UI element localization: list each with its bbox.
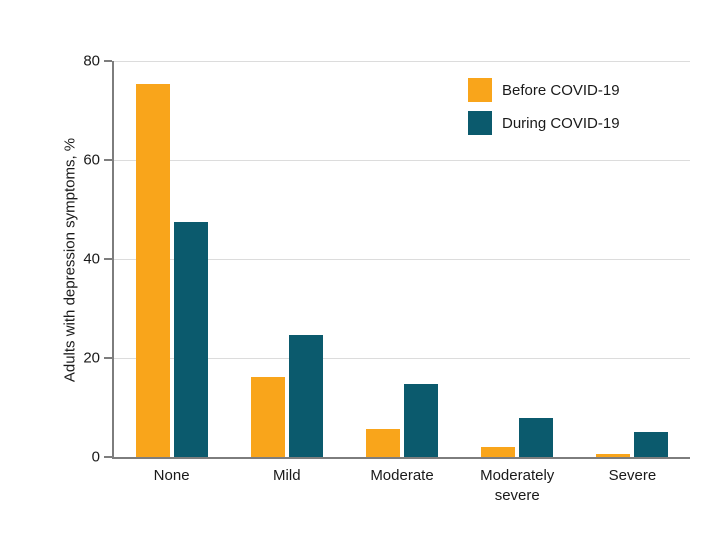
bar-group-moderate bbox=[344, 61, 459, 457]
y-tick-label-60: 60 bbox=[83, 151, 100, 169]
bar-group-none bbox=[114, 61, 229, 457]
y-tick-20 bbox=[104, 357, 112, 359]
bar-during-covid-19-moderately-severe bbox=[519, 417, 554, 457]
y-tick-label-40: 40 bbox=[83, 250, 100, 268]
bar-before-covid-19-moderately-severe bbox=[481, 446, 516, 457]
bar-before-covid-19-severe bbox=[596, 453, 631, 457]
bar-during-covid-19-moderate bbox=[404, 383, 438, 457]
gridline-20 bbox=[114, 358, 690, 359]
y-tick-60 bbox=[104, 159, 112, 161]
bar-before-covid-19-none bbox=[135, 84, 170, 457]
legend-swatch-during-covid-19 bbox=[468, 111, 492, 135]
bar-during-covid-19-none bbox=[173, 221, 208, 457]
plot-area: 0 20 40 60 80 None Mild Moderate Moderately sev… bbox=[83, 53, 690, 504]
y-tick-label-0: 0 bbox=[91, 448, 100, 466]
x-label-none: None bbox=[153, 467, 190, 484]
legend-item-during-covid-19: During COVID-19 bbox=[468, 111, 620, 135]
y-tick-label-80: 80 bbox=[83, 52, 100, 70]
bars-container bbox=[114, 61, 690, 457]
gridline-40 bbox=[114, 259, 690, 260]
x-label-mild: Mild bbox=[273, 467, 301, 484]
y-tick-80 bbox=[104, 60, 112, 62]
bar-before-covid-19-moderate bbox=[366, 428, 400, 457]
gridline-60 bbox=[114, 160, 690, 161]
bar-during-covid-19-mild bbox=[288, 335, 323, 457]
x-label-moderate: Moderate bbox=[370, 467, 434, 484]
bar-group-mild bbox=[229, 61, 344, 457]
bar-group-moderately-severe bbox=[460, 61, 575, 457]
legend: Before COVID-19 During COVID-19 bbox=[468, 78, 620, 135]
y-tick-0 bbox=[104, 456, 112, 458]
legend-label-during-covid-19: During COVID-19 bbox=[502, 114, 620, 132]
bar-before-covid-19-mild bbox=[250, 376, 285, 457]
legend-swatch-before-covid-19 bbox=[468, 78, 492, 102]
legend-label-before-covid-19: Before COVID-19 bbox=[502, 81, 620, 99]
gridline-80 bbox=[114, 61, 690, 62]
x-axis-labels: None Mild Moderate Moderately severe Severe bbox=[114, 466, 690, 505]
bar-group-severe bbox=[575, 61, 690, 457]
x-label-moderately-severe: Moderately severe bbox=[480, 467, 555, 504]
y-tick-40 bbox=[104, 258, 112, 260]
bar-during-covid-19-severe bbox=[634, 431, 669, 457]
x-label-severe: Severe bbox=[608, 467, 657, 484]
legend-item-before-covid-19: Before COVID-19 bbox=[468, 78, 620, 102]
y-tick-label-20: 20 bbox=[83, 349, 100, 367]
